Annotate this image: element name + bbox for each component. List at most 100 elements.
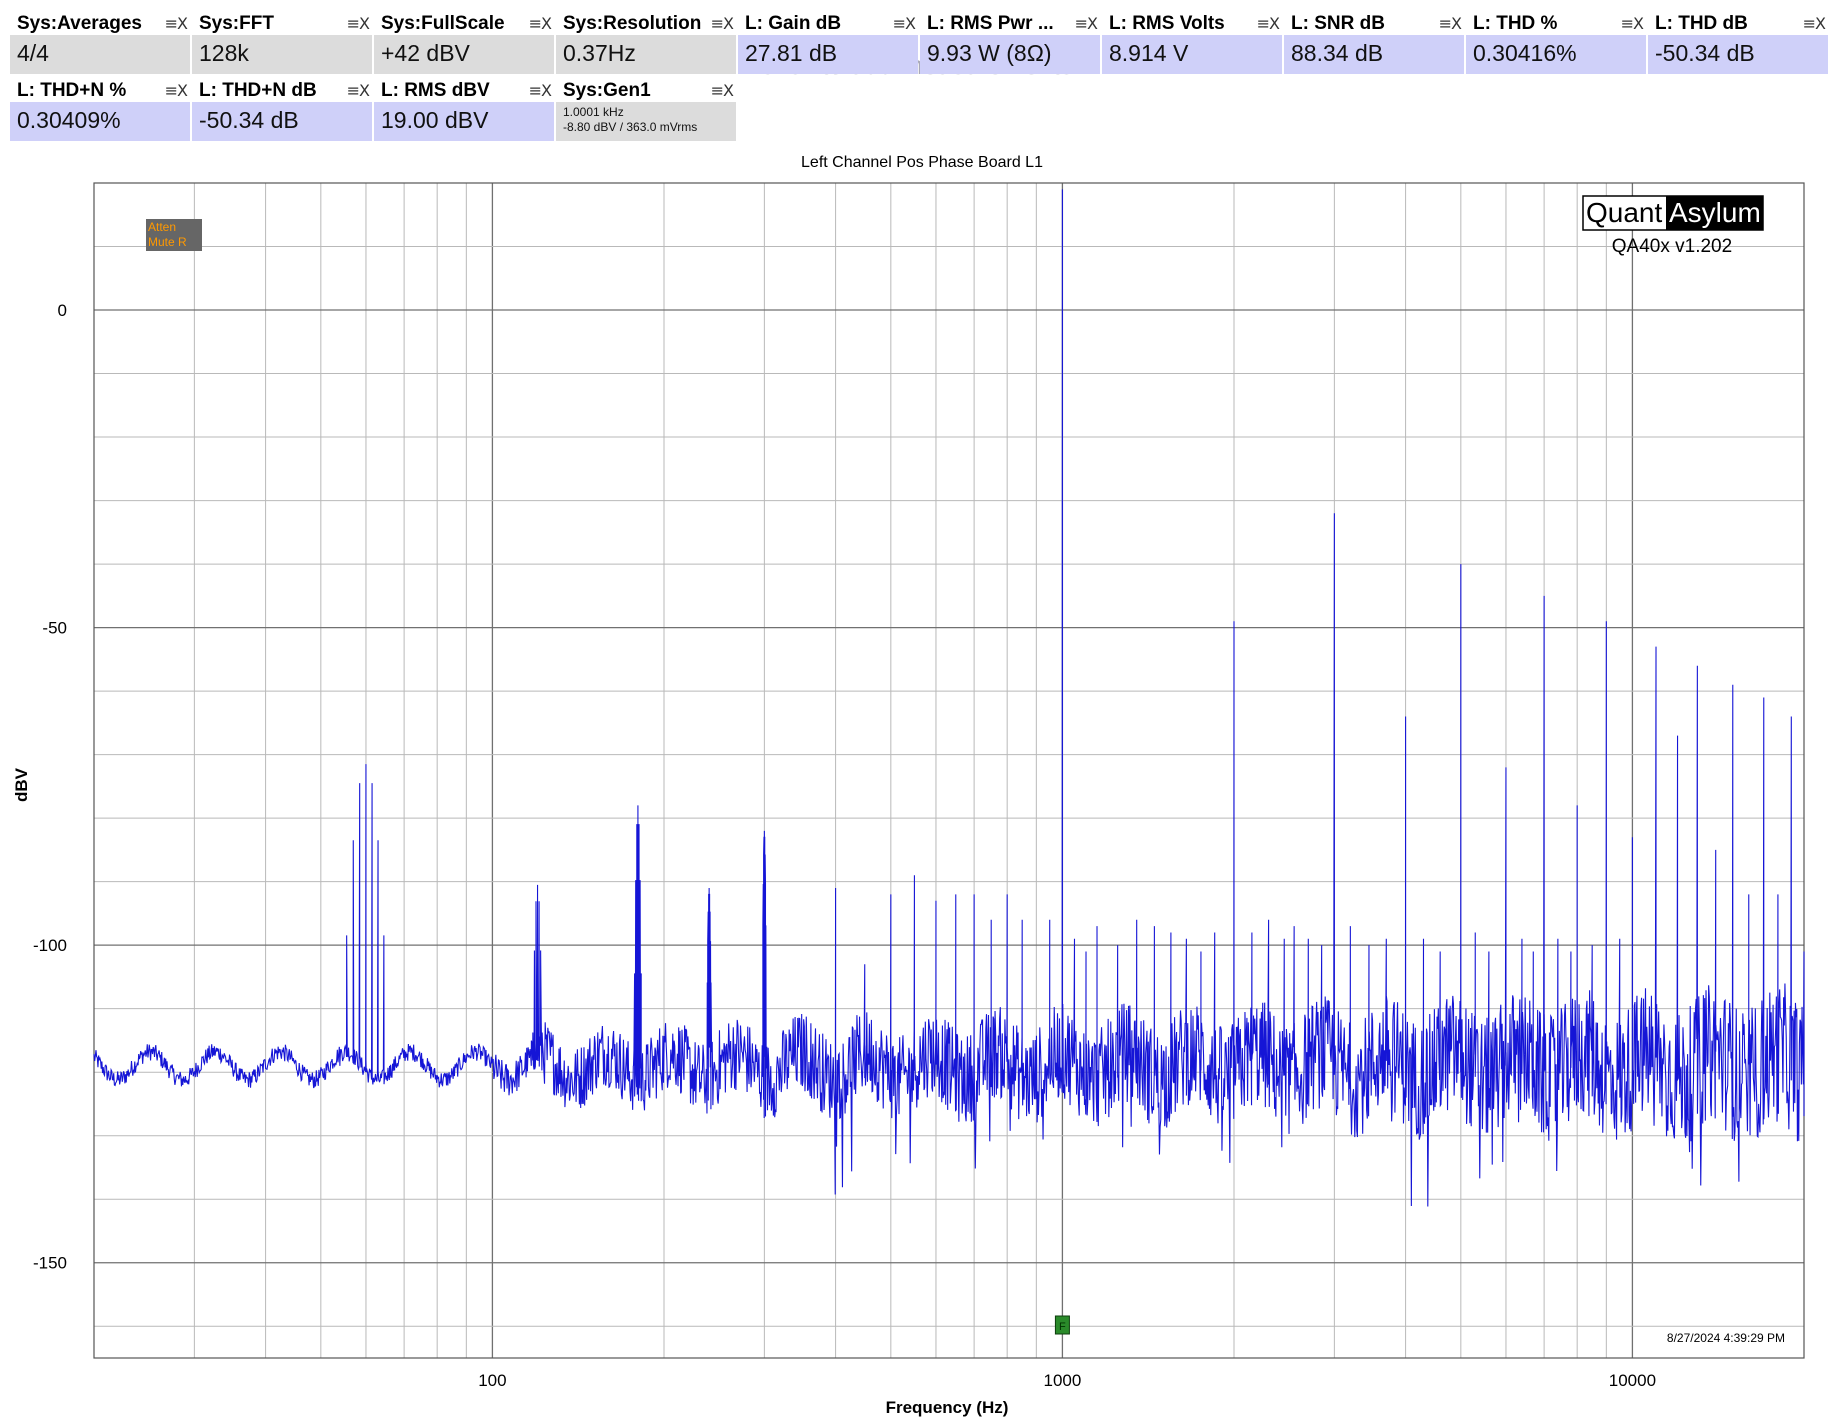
measurement-tile[interactable]: Sys:FFT ≡X 128k [192, 10, 372, 74]
status-marker-text: Atten [148, 220, 176, 234]
menu-close-icon[interactable]: ≡X [892, 14, 916, 33]
y-tick-label: 0 [58, 301, 67, 320]
measurement-value: 27.81 dB [745, 40, 838, 66]
measurement-value-box: 1.0001 kHz -8.80 dBV / 363.0 mVrms [556, 102, 736, 141]
measurement-label: L: THD dB [1655, 13, 1748, 34]
measurement-label: L: RMS Pwr ... [927, 13, 1054, 34]
measurement-header: L: THD+N dB ≡X [192, 77, 372, 102]
measurement-header: L: THD dB ≡X [1648, 10, 1828, 35]
menu-close-icon[interactable]: ≡X [1074, 14, 1098, 33]
measurement-value: 0.30416% [1473, 40, 1577, 66]
menu-close-icon[interactable]: ≡X [1256, 14, 1280, 33]
measurement-tile[interactable]: L: RMS dBV ≡X 19.00 dBV [374, 77, 554, 141]
measurement-header: Sys:FFT ≡X [192, 10, 372, 35]
gen-frequency: 1.0001 kHz [563, 105, 624, 119]
plot-frame [93, 182, 1805, 1359]
status-marker-text: Mute R [148, 235, 187, 249]
measurement-value: 0.37Hz [563, 40, 636, 66]
measurement-tile[interactable]: L: Gain dB ≡X 27.81 dB [738, 10, 918, 74]
menu-close-icon[interactable]: ≡X [710, 14, 734, 33]
measurement-tile[interactable]: L: RMS Pwr ... ≡X 9.93 W (8Ω) [920, 10, 1100, 74]
measurement-value-box: 9.93 W (8Ω) [920, 35, 1100, 74]
measurement-value: 19.00 dBV [381, 107, 489, 133]
measurement-tile[interactable]: Sys:Resolution ≡X 0.37Hz [556, 10, 736, 74]
measurement-value: 88.34 dB [1291, 40, 1384, 66]
measurement-value-box: -50.34 dB [192, 102, 372, 141]
spectrum-trace [93, 189, 1805, 1207]
menu-close-icon[interactable]: ≡X [346, 14, 370, 33]
measurement-label: L: SNR dB [1291, 13, 1385, 34]
measurement-tile[interactable]: Sys:Averages ≡X 4/4 [10, 10, 190, 74]
measurement-label: Sys:Resolution [563, 13, 702, 34]
measurement-tile[interactable]: L: THD+N dB ≡X -50.34 dB [192, 77, 372, 141]
measurement-value-box: 128k [192, 35, 372, 74]
measurement-value-box: 88.34 dB [1284, 35, 1464, 74]
measurement-value-box: 27.81 dB [738, 35, 918, 74]
gen-level: -8.80 dBV / 363.0 mVrms [563, 120, 698, 134]
measurement-value-box: 0.37Hz [556, 35, 736, 74]
measurement-header: L: SNR dB ≡X [1284, 10, 1464, 35]
measurement-tile[interactable]: Sys:FullScale ≡X +42 dBV [374, 10, 554, 74]
measurement-value-box: 4/4 [10, 35, 190, 74]
measurement-tile[interactable]: L: RMS Volts ≡X 8.914 V [1102, 10, 1282, 74]
gen-tile[interactable]: Sys:Gen1 ≡X 1.0001 kHz -8.80 dBV / 363.0 mV… [556, 77, 736, 141]
x-tick-label: 1000 [1043, 1371, 1081, 1390]
menu-close-icon[interactable]: ≡X [346, 81, 370, 100]
measurement-label: Sys:FFT [199, 13, 274, 34]
cursor-marker-label: F [1059, 1321, 1066, 1333]
measurement-tile[interactable]: L: THD+N % ≡X 0.30409% [10, 77, 190, 141]
measurement-value: 9.93 W (8Ω) [927, 40, 1052, 66]
measurement-value: -50.34 dB [199, 107, 299, 133]
measurement-tile[interactable]: L: THD % ≡X 0.30416% [1466, 10, 1646, 74]
timestamp: 8/27/2024 4:39:29 PM [1667, 1331, 1785, 1345]
measurement-header: Sys:Resolution ≡X [556, 10, 736, 35]
status-marker-box [146, 219, 202, 251]
measurement-value: 0.30409% [17, 107, 121, 133]
measurement-value: -50.34 dB [1655, 40, 1755, 66]
y-axis-label: dBV [12, 767, 31, 802]
chart-title: Left Channel Pos Phase Board L1 [801, 154, 1043, 171]
measurement-value-box: -50.34 dB [1648, 35, 1828, 74]
y-tick-label: -100 [33, 936, 67, 955]
menu-close-icon[interactable]: ≡X [1620, 14, 1644, 33]
measurement-tile[interactable]: L: SNR dB ≡X 88.34 dB [1284, 10, 1464, 74]
x-tick-label: 10000 [1609, 1371, 1656, 1390]
measurement-value-box: +42 dBV [374, 35, 554, 74]
measurement-header: Sys:Averages ≡X [10, 10, 190, 35]
measurement-label: L: THD+N % [17, 80, 127, 101]
y-tick-label: -150 [33, 1254, 67, 1273]
menu-close-icon[interactable]: ≡X [164, 81, 188, 100]
measurement-label: L: Gain dB [745, 13, 842, 34]
measurement-value-box: 0.30416% [1466, 35, 1646, 74]
measurement-tile[interactable]: L: THD dB ≡X -50.34 dB [1648, 10, 1828, 74]
measurement-value-box: 19.00 dBV [374, 102, 554, 141]
brand-logo-dark [1666, 196, 1763, 230]
measurement-label: L: RMS Volts [1109, 13, 1225, 34]
measurement-label: L: THD % [1473, 13, 1558, 34]
menu-close-icon[interactable]: ≡X [528, 14, 552, 33]
measurement-value-box: 8.914 V [1102, 35, 1282, 74]
y-tick-label: -50 [42, 619, 67, 638]
measurement-header: L: RMS dBV ≡X [374, 77, 554, 102]
measurement-header: L: RMS Pwr ... ≡X [920, 10, 1100, 35]
measurement-label: L: THD+N dB [199, 80, 317, 101]
menu-close-icon[interactable]: ≡X [1438, 14, 1462, 33]
brand-logo-right: Asylum [1669, 197, 1761, 228]
menu-close-icon[interactable]: ≡X [528, 81, 552, 100]
x-tick-label: 100 [478, 1371, 506, 1390]
measurement-label: Sys:Averages [17, 13, 142, 34]
x-axis-label: Frequency (Hz) [886, 1398, 1009, 1417]
measurement-label: Sys:FullScale [381, 13, 505, 34]
measurement-header: Sys:FullScale ≡X [374, 10, 554, 35]
version-label: QA40x v1.202 [1612, 236, 1732, 257]
measurement-label: L: RMS dBV [381, 80, 490, 101]
menu-close-icon[interactable]: ≡X [710, 81, 734, 100]
measurement-value-box: 0.30409% [10, 102, 190, 141]
measurement-value: +42 dBV [381, 40, 470, 66]
menu-close-icon[interactable]: ≡X [164, 14, 188, 33]
menu-close-icon[interactable]: ≡X [1802, 14, 1826, 33]
measurement-value: 128k [199, 40, 249, 66]
measurement-header: Sys:Gen1 ≡X [556, 77, 736, 102]
